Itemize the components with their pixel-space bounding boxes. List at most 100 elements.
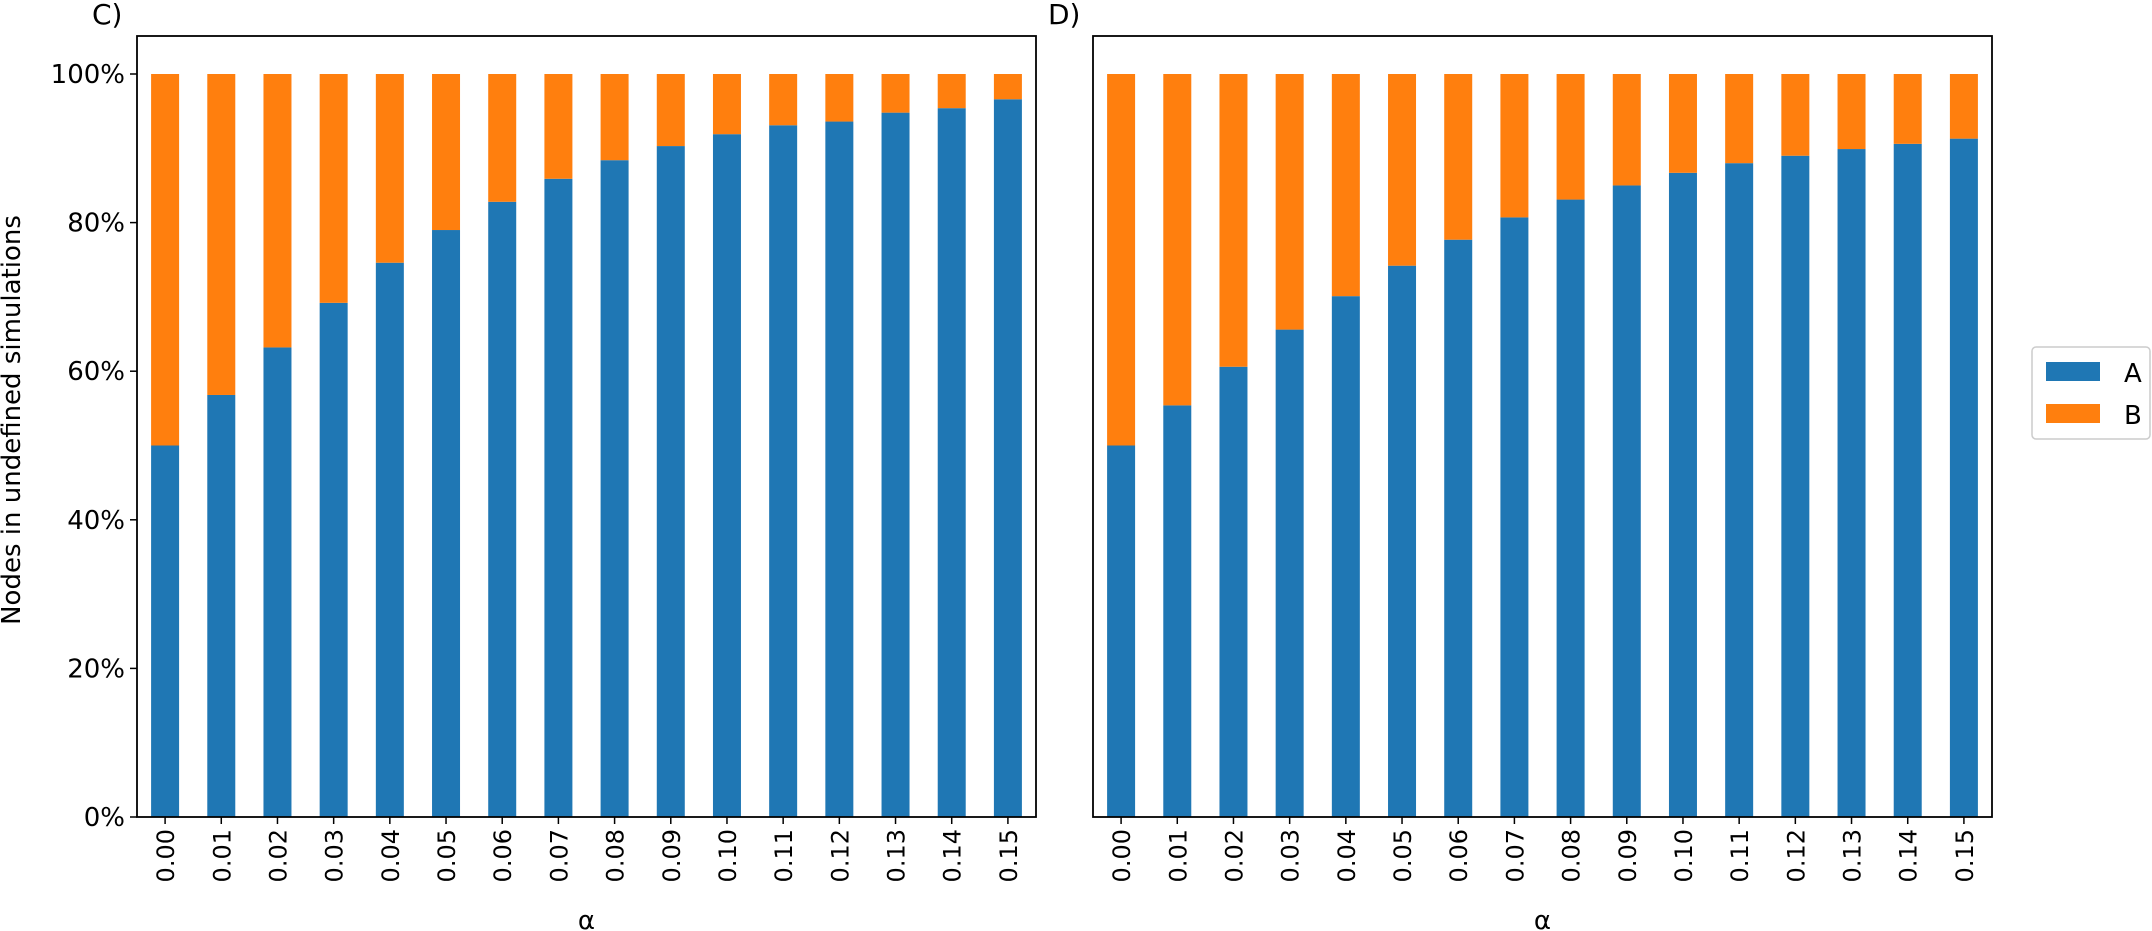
bar-b-0.05 xyxy=(432,74,461,231)
x-tick-label: 0.00 xyxy=(152,829,180,882)
panel-d: 0.00 0.01 0.02 0.03 0.04 0.05 0.06 0.07 0.08 0.09… xyxy=(1048,0,1993,931)
bar-a-0.08 xyxy=(1556,199,1585,817)
bar-a-0.14 xyxy=(1893,143,1922,818)
x-tick-label: 0.08 xyxy=(1558,829,1586,882)
x-tick-label: 0.08 xyxy=(602,829,630,882)
bar-b-0.14 xyxy=(1893,74,1922,144)
x-tick-label: 0.15 xyxy=(1951,829,1979,882)
bar-a-0.05 xyxy=(432,230,461,817)
x-tick-label: 0.15 xyxy=(995,829,1023,882)
bar-b-0.07 xyxy=(1500,74,1529,218)
x-tick-label: 0.04 xyxy=(1333,829,1361,882)
x-tick-label: 0.05 xyxy=(1389,829,1417,882)
x-tick-label: 0.13 xyxy=(1839,829,1867,882)
bar-a-0.02 xyxy=(1219,366,1248,817)
panel-label: C) xyxy=(92,0,122,31)
bar-a-0.11 xyxy=(769,125,798,818)
x-tick-label: 0.13 xyxy=(883,829,911,882)
bar-a-0.08 xyxy=(600,160,629,818)
x-tick-label: 0.11 xyxy=(1726,829,1754,882)
bar-a-0.11 xyxy=(1725,163,1754,817)
y-tick-label: 100% xyxy=(51,60,125,90)
y-tick-label: 20% xyxy=(67,654,125,684)
legend-label-a: A xyxy=(2124,359,2142,389)
bar-b-0.00 xyxy=(151,74,180,446)
bar-a-0.10 xyxy=(1668,172,1697,818)
x-tick-label: 0.06 xyxy=(1445,829,1473,882)
x-axis-title: α xyxy=(1534,906,1551,931)
bar-b-0.15 xyxy=(1949,74,1978,139)
bar-a-0.01 xyxy=(207,394,236,817)
bar-a-0.09 xyxy=(1612,185,1641,817)
legend: A B xyxy=(2031,346,2151,440)
bar-b-0.02 xyxy=(263,74,292,348)
axes-frame xyxy=(136,35,1037,818)
legend-label-b: B xyxy=(2124,401,2142,431)
y-tick-label: 60% xyxy=(67,357,125,387)
x-tick-label: 0.09 xyxy=(1614,829,1642,882)
bar-b-0.06 xyxy=(1444,74,1473,240)
bar-b-0.06 xyxy=(488,74,517,202)
bar-a-0.06 xyxy=(488,201,517,817)
bar-a-0.15 xyxy=(1949,138,1978,818)
bar-b-0.11 xyxy=(1725,74,1754,164)
legend-swatch-a xyxy=(2046,362,2100,381)
bar-b-0.08 xyxy=(1556,74,1585,200)
x-tick-label: 0.00 xyxy=(1108,829,1136,882)
x-tick-label: 0.10 xyxy=(714,829,742,882)
bar-b-0.12 xyxy=(1781,74,1810,156)
bar-a-0.02 xyxy=(263,347,292,817)
bar-b-0.13 xyxy=(881,74,910,113)
x-tick-label: 0.04 xyxy=(377,829,405,882)
bar-b-0.04 xyxy=(1331,74,1360,297)
bar-a-0.12 xyxy=(825,121,854,817)
bar-a-0.06 xyxy=(1444,239,1473,818)
x-tick-label: 0.03 xyxy=(321,829,349,882)
y-tick-label: 40% xyxy=(67,506,125,536)
bar-a-0.05 xyxy=(1388,265,1417,818)
y-tick-label: 0% xyxy=(84,803,125,833)
bar-a-0.00 xyxy=(151,445,180,817)
bar-a-0.10 xyxy=(712,134,741,818)
x-tick-label: 0.11 xyxy=(770,829,798,882)
bar-b-0.01 xyxy=(207,74,236,395)
bar-b-0.01 xyxy=(1163,74,1192,406)
bar-b-0.10 xyxy=(712,74,741,135)
bar-b-0.13 xyxy=(1837,74,1866,150)
legend-swatch-b xyxy=(2046,404,2100,423)
bar-a-0.15 xyxy=(993,99,1022,817)
bar-b-0.14 xyxy=(937,74,966,109)
panel-c: 0.00 0.01 0.02 0.03 0.04 0.05 0.06 0.07 0.08 0.09… xyxy=(51,0,1037,931)
bar-a-0.07 xyxy=(544,178,573,817)
bar-a-0.01 xyxy=(1163,405,1192,817)
bar-b-0.12 xyxy=(825,74,854,122)
bar-a-0.13 xyxy=(1837,149,1866,818)
x-tick-label: 0.02 xyxy=(264,829,292,882)
x-tick-label: 0.05 xyxy=(433,829,461,882)
bar-a-0.00 xyxy=(1107,445,1136,817)
bar-a-0.04 xyxy=(1331,296,1360,818)
bar-b-0.02 xyxy=(1219,74,1248,367)
y-tick-label: 80% xyxy=(67,209,125,239)
x-tick-label: 0.07 xyxy=(545,829,573,882)
x-tick-label: 0.12 xyxy=(1782,829,1810,882)
bar-b-0.10 xyxy=(1668,74,1697,173)
bar-b-0.04 xyxy=(375,74,404,263)
bar-b-0.03 xyxy=(1275,74,1304,330)
bar-b-0.08 xyxy=(600,74,629,161)
bar-b-0.11 xyxy=(769,74,798,126)
bar-b-0.15 xyxy=(993,74,1022,100)
bar-b-0.00 xyxy=(1107,74,1136,446)
x-axis-title: α xyxy=(578,906,595,931)
bar-a-0.03 xyxy=(1275,329,1304,817)
bar-a-0.14 xyxy=(937,108,966,818)
bar-a-0.03 xyxy=(319,302,348,817)
x-tick-label: 0.01 xyxy=(208,829,236,882)
bar-a-0.04 xyxy=(375,262,404,817)
bar-a-0.09 xyxy=(656,146,685,818)
x-tick-label: 0.03 xyxy=(1277,829,1305,882)
bar-a-0.12 xyxy=(1781,155,1810,818)
x-tick-label: 0.09 xyxy=(658,829,686,882)
x-tick-label: 0.02 xyxy=(1220,829,1248,882)
